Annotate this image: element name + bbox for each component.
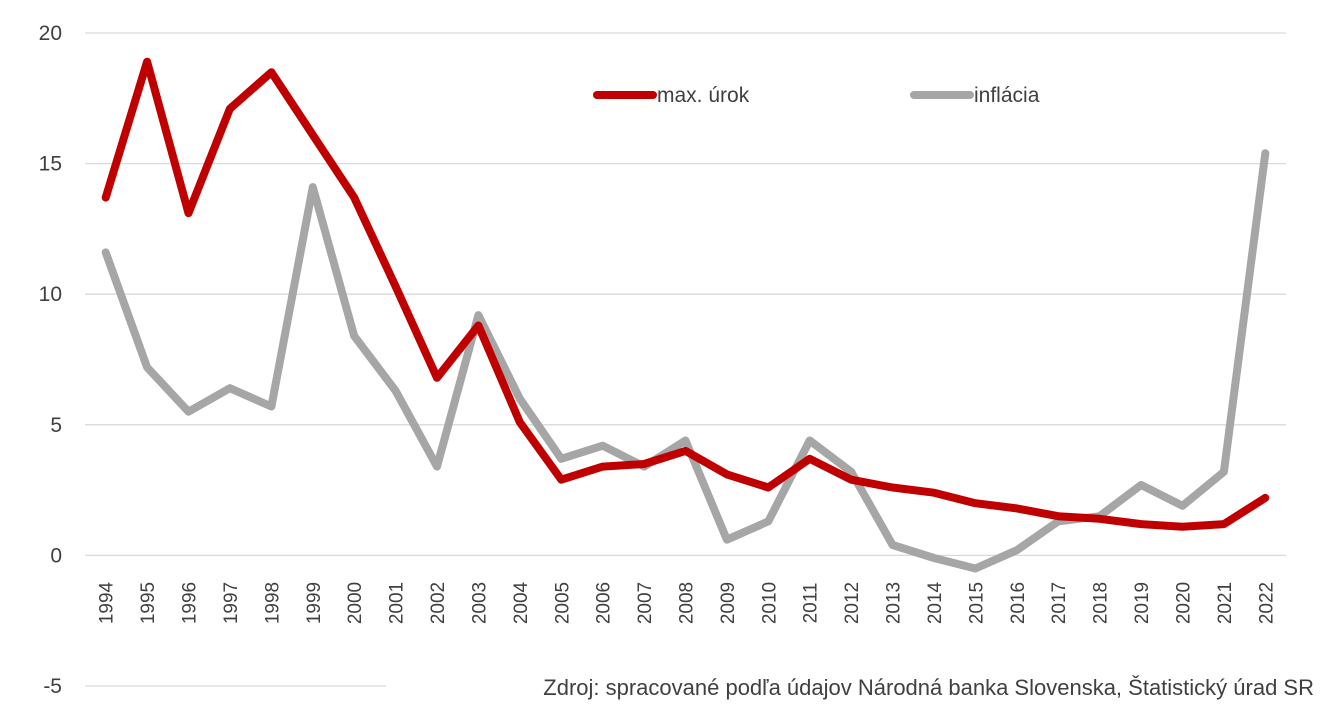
- x-tick-label: 2004: [511, 581, 532, 624]
- x-tick-label: 2003: [469, 582, 490, 624]
- x-tick-label: 2014: [925, 581, 946, 624]
- x-tick-label: 2007: [635, 582, 656, 624]
- legend: max. úrok inflácia: [593, 84, 1040, 107]
- x-tick-label: 2000: [345, 582, 366, 624]
- x-tick-label: 2006: [594, 582, 615, 624]
- x-tick-label: 2012: [842, 582, 863, 624]
- x-tick-label: 2022: [1256, 582, 1277, 624]
- x-tick-label: 2016: [1008, 582, 1029, 624]
- x-tick-label: 1995: [138, 582, 159, 624]
- legend-label: max. úrok: [657, 84, 750, 107]
- y-tick-label: 20: [39, 22, 62, 45]
- source-note-background: [386, 662, 1324, 707]
- series-line-max-urok: [101, 57, 1270, 531]
- y-axis: 20 15 10 5 0 -5: [39, 22, 62, 698]
- x-tick-label: 2001: [387, 582, 408, 624]
- x-tick-label: 2013: [884, 582, 905, 624]
- x-tick-label: 2011: [801, 583, 822, 624]
- y-tick-label: -5: [43, 675, 62, 698]
- x-tick-label: 2005: [552, 582, 573, 624]
- x-tick-label: 1994: [97, 581, 118, 624]
- x-tick-label: 1999: [304, 582, 325, 624]
- y-tick-label: 10: [39, 283, 62, 306]
- x-tick-label: 1997: [221, 582, 242, 624]
- y-tick-label: 5: [50, 414, 62, 437]
- x-tick-label: 2009: [718, 582, 739, 624]
- y-tick-label: 15: [39, 153, 62, 176]
- y-tick-label: 0: [50, 544, 62, 567]
- source-note: Zdroj: spracované podľa údajov Národná b…: [543, 675, 1314, 700]
- x-tick-label: 2002: [428, 582, 449, 624]
- x-tick-label: 1996: [180, 582, 201, 624]
- x-tick-label: 1998: [262, 582, 283, 624]
- x-tick-label: 2015: [966, 582, 987, 624]
- legend-label: inflácia: [974, 84, 1040, 107]
- x-tick-label: 2010: [759, 582, 780, 624]
- x-tick-label: 2019: [1132, 582, 1153, 624]
- x-axis: 1994 1995 1996 1997 1998 1999 2000 2001 2002 2003…: [97, 581, 1278, 624]
- x-tick-label: 2008: [677, 582, 698, 624]
- x-tick-label: 2017: [1049, 582, 1070, 624]
- x-tick-label: 2021: [1215, 582, 1236, 624]
- x-tick-label: 2018: [1091, 582, 1112, 624]
- series-line-inflacia: [101, 149, 1270, 573]
- x-tick-label: 2020: [1173, 582, 1194, 624]
- series-lines: [101, 57, 1270, 573]
